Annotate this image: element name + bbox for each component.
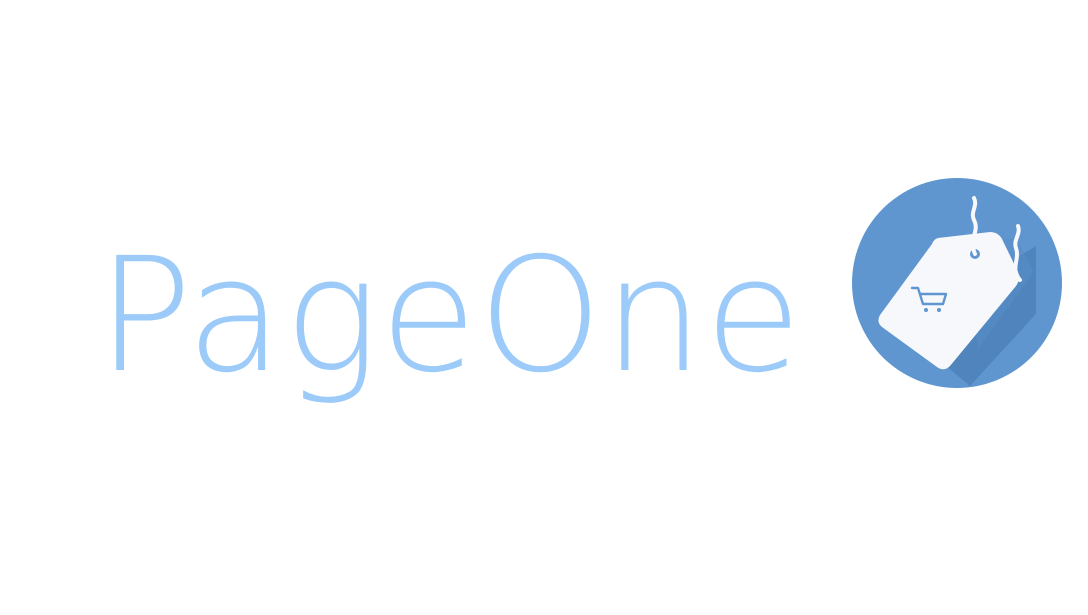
brand-wordmark: PageOne [97,224,803,408]
price-tag-cart-icon [850,176,1064,390]
cart-icon [910,286,948,312]
tag-body [878,232,1020,370]
tag-string-back [1013,224,1022,282]
tag-string [970,196,978,256]
